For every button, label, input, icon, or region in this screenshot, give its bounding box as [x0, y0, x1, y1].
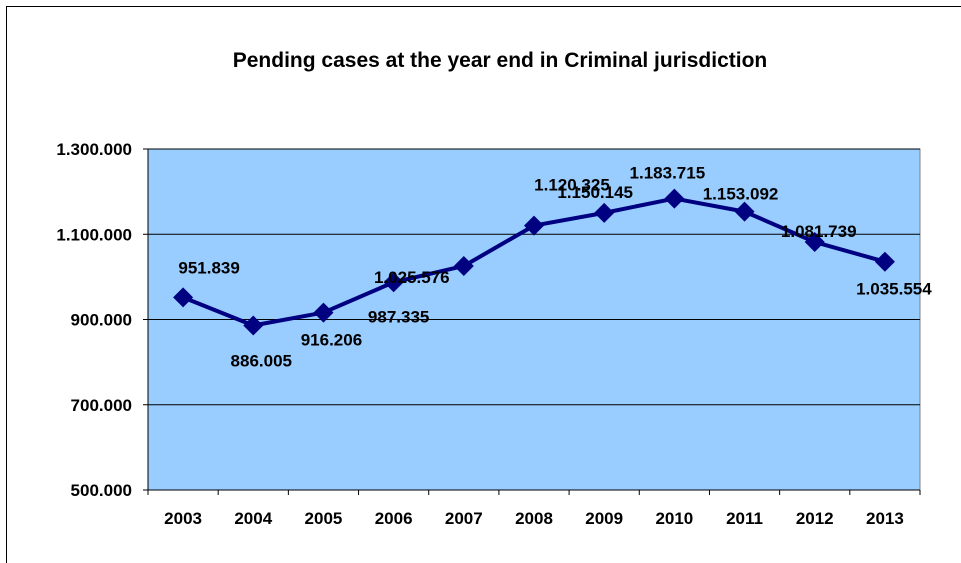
data-label: 916.206: [301, 331, 362, 350]
data-label: 1.025.576: [374, 268, 450, 287]
data-point-marker: [173, 287, 194, 308]
data-label: 987.335: [368, 307, 429, 326]
chart-frame: [6, 6, 961, 563]
axes: 500.000 700.000 900.000 1.100.000 1.300.000 2…: [56, 140, 921, 528]
x-tick-label: 2003: [164, 509, 202, 528]
data-point-marker: [313, 302, 334, 323]
data-point-marker: [734, 201, 755, 222]
data-point-marker: [664, 188, 685, 209]
data-label: 1.150.145: [557, 183, 633, 202]
y-tick-label: 1.100.000: [56, 225, 132, 244]
x-tick-label: 2012: [796, 509, 834, 528]
data-label: 1.120.325: [534, 176, 610, 195]
y-tick-label: 1.300.000: [56, 140, 132, 159]
x-tick-label: 2005: [305, 509, 343, 528]
x-tick-label: 2006: [375, 509, 413, 528]
x-tick-label: 2008: [515, 509, 553, 528]
data-point-marker: [804, 232, 825, 253]
chart-title: Pending cases at the year end in Crimina…: [232, 49, 768, 72]
data-point-marker: [524, 215, 544, 236]
data-label: 1.035.554: [856, 280, 932, 299]
x-tick-label: 2007: [445, 509, 483, 528]
data-label: 1.081.739: [781, 222, 857, 241]
data-point-marker: [243, 315, 264, 336]
data-point-marker: [383, 272, 404, 293]
data-labels: 951.839 886.005 916.206 987.335 1.025.576 1.1…: [178, 164, 932, 371]
x-tick-label: 2013: [866, 509, 904, 528]
data-point-marker: [874, 251, 895, 272]
x-tick-label: 2010: [655, 509, 693, 528]
data-point-marker: [594, 202, 615, 223]
x-tick-label: 2004: [234, 509, 272, 528]
y-tick-label: 900.000: [71, 311, 132, 330]
series-layer: [173, 188, 895, 336]
data-label: 886.005: [231, 351, 292, 370]
data-label: 1.183.715: [630, 164, 706, 183]
x-tick-label: 2011: [726, 509, 763, 528]
data-point-marker: [453, 255, 474, 276]
data-label: 951.839: [178, 258, 239, 277]
y-tick-label: 500.000: [71, 481, 132, 500]
y-tick-label: 700.000: [71, 396, 132, 415]
data-label: 1.153.092: [703, 185, 779, 204]
x-tick-label: 2009: [585, 509, 623, 528]
